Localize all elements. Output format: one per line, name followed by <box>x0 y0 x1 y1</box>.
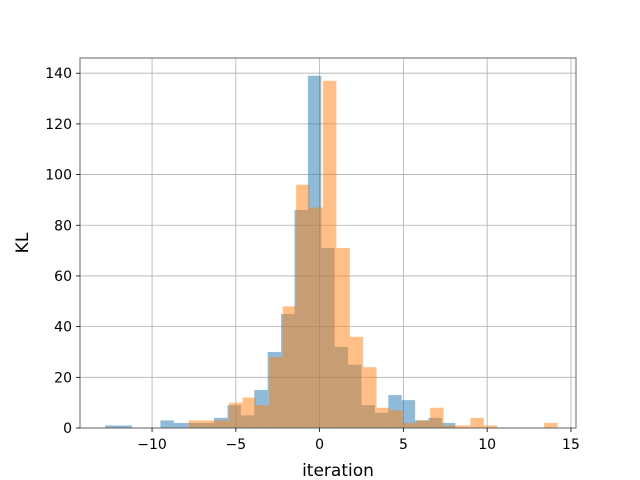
histogram-bar-series-1 <box>118 425 132 428</box>
histogram-bar-series-2 <box>403 422 417 428</box>
y-tick-label: 60 <box>54 269 72 285</box>
histogram-bar-series-2 <box>336 248 350 428</box>
histogram-bar-series-2 <box>470 417 484 428</box>
histogram-bar-series-2 <box>296 184 310 428</box>
histogram-bar-series-2 <box>322 80 337 428</box>
y-tick-label: 0 <box>63 421 72 437</box>
histogram-bar-series-2 <box>255 405 270 428</box>
histogram-bar-series-2 <box>544 422 558 428</box>
histogram-bar-series-2 <box>269 357 283 428</box>
y-tick-label: 100 <box>45 168 72 184</box>
histogram-bar-series-2 <box>215 420 230 428</box>
plot-frame <box>79 57 577 429</box>
histogram-bar-series-2 <box>430 407 444 428</box>
x-tick-label: 5 <box>399 437 408 453</box>
y-axis-label: KL <box>13 232 33 253</box>
histogram-bar-series-2 <box>229 402 243 428</box>
y-tick-label: 40 <box>54 320 72 336</box>
histogram-bar-series-1 <box>401 400 416 428</box>
x-axis-label: iteration <box>302 461 374 480</box>
x-tick-label: −5 <box>226 437 247 453</box>
x-tick-label: 0 <box>315 437 324 453</box>
histogram-bar-series-2 <box>282 306 297 428</box>
histogram-bar-series-1 <box>173 422 188 428</box>
histogram-bar-series-2 <box>242 397 256 428</box>
histogram-bar-series-2 <box>483 425 498 428</box>
histogram-bar-series-2 <box>188 420 203 428</box>
histogram-bar-series-2 <box>349 336 364 428</box>
histogram-bar-series-2 <box>202 420 216 428</box>
axis-ticks: −10 −5 0 5 10 15 0 20 40 60 80 100 120 140 <box>45 66 580 453</box>
histogram-bar-series-1 <box>160 420 174 428</box>
y-tick-label: 140 <box>45 66 72 82</box>
histogram-bars <box>105 75 558 429</box>
y-tick-label: 20 <box>54 370 72 386</box>
histogram-bar-series-1 <box>105 425 119 428</box>
histogram-bar-series-2 <box>376 407 390 428</box>
y-tick-label: 120 <box>45 117 72 133</box>
histogram-bar-series-2 <box>416 420 431 428</box>
x-tick-label: −10 <box>137 437 167 453</box>
histogram-bar-series-2 <box>363 367 377 428</box>
histogram-bar-series-2 <box>457 425 471 428</box>
histogram-bar-series-2 <box>309 207 323 428</box>
histogram-bar-series-2 <box>390 410 404 428</box>
x-tick-label: 15 <box>562 437 580 453</box>
x-tick-label: 10 <box>478 437 496 453</box>
histogram-bar-series-2 <box>443 425 458 428</box>
y-tick-label: 80 <box>54 218 72 234</box>
